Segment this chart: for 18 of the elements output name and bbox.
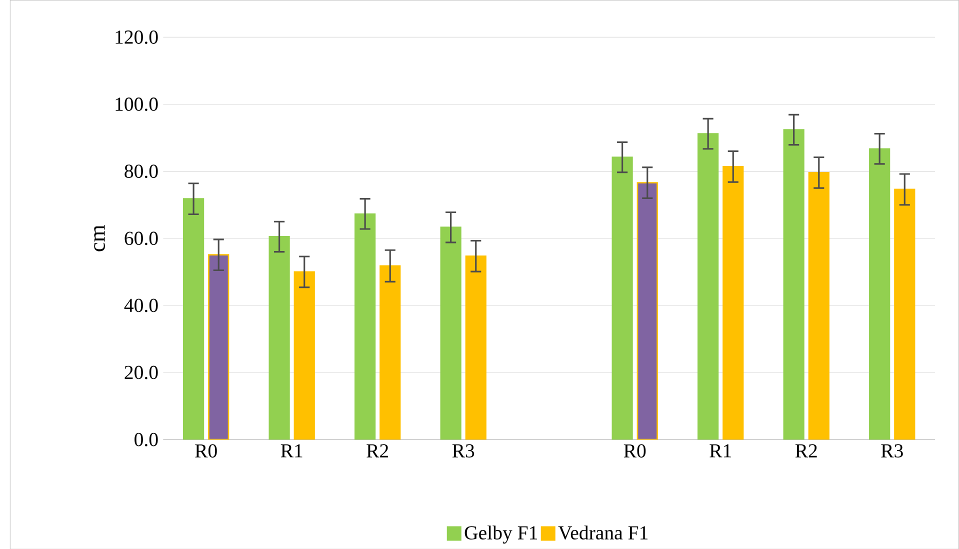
y-tick-label: 40.0 (124, 298, 158, 312)
y-tick-label: 80.0 (124, 164, 158, 178)
x-tick-label: R3 (881, 444, 903, 458)
y-tick-label: 60.0 (124, 232, 158, 245)
legend-label: Vedrana F1 (558, 525, 648, 540)
y-tick-label: 120.0 (116, 30, 158, 44)
y-tick-label: 20.0 (124, 366, 158, 380)
x-tick-label: R3 (452, 444, 474, 458)
x-tick-label: R1 (280, 444, 302, 458)
y-axis-title: cm (94, 224, 105, 252)
x-tick-label: R0 (195, 444, 217, 458)
y-tick-label: 100.0 (116, 97, 158, 111)
legend-label: Gelby F1 (464, 525, 538, 544)
x-tick-label: R2 (795, 444, 817, 458)
x-tick-label: R1 (710, 444, 731, 458)
x-tick-label: R0 (624, 444, 646, 458)
x-tick-label: R2 (366, 444, 388, 458)
y-tick-label: 0.0 (134, 432, 158, 446)
